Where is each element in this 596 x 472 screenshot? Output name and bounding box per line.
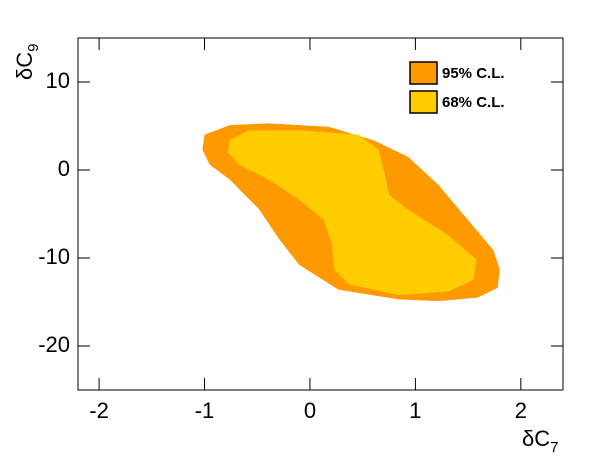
confidence-region <box>227 130 477 295</box>
x-tick-label: 0 <box>304 398 316 423</box>
x-tick-label: 2 <box>515 398 527 423</box>
legend-label: 68% C.L. <box>442 94 505 111</box>
x-tick-label: 1 <box>409 398 421 423</box>
y-tick-label: 10 <box>46 68 70 93</box>
legend-label: 95% C.L. <box>442 65 505 82</box>
y-axis-label: δC9 <box>12 44 42 80</box>
x-axis-label: δC7 <box>522 426 558 456</box>
legend-swatch <box>409 90 438 114</box>
x-tick-label: -2 <box>89 398 109 423</box>
y-tick-label: 0 <box>58 156 70 181</box>
plot-frame <box>77 37 564 391</box>
legend-swatch <box>409 61 438 85</box>
x-tick-label: -1 <box>195 398 215 423</box>
y-tick-label: -20 <box>38 332 70 357</box>
y-tick-label: -10 <box>38 244 70 269</box>
